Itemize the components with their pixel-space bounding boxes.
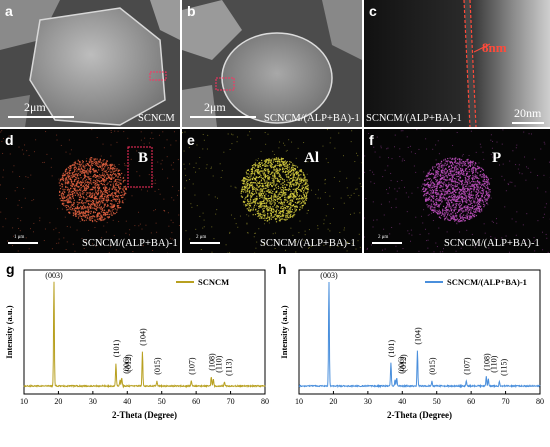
scale-bar-label: 1 μm (14, 235, 24, 240)
sample-caption: SCNCM/(ALP+BA)-1 (366, 114, 462, 125)
scale-bar-label: 2μm (24, 101, 46, 113)
panel-c-tem-image: c 8nm SCNCM/(ALP+BA)-1 20nm (364, 0, 550, 127)
peak-label: (012) (124, 354, 133, 372)
peak-label: (107) (462, 357, 471, 375)
panel-e-eds-map: e Al 2 μm SCNCM/(ALP+BA)-1 (182, 129, 362, 253)
panel-f-eds-map: f P 2 μm SCNCM/(ALP+BA)-1 (364, 129, 550, 253)
eds-signal-dots (364, 129, 550, 253)
peak-label: (113) (224, 358, 233, 375)
peak-label: (015) (428, 357, 437, 375)
peak-label: (003) (45, 271, 63, 280)
panel-letter: c (369, 4, 377, 18)
peak-label: (110) (214, 355, 223, 372)
peak-label: (104) (138, 328, 147, 346)
x-tick-label: 70 (227, 397, 235, 406)
panel-letter: d (5, 133, 14, 147)
panel-letter: b (187, 4, 196, 18)
peak-label: (101) (112, 339, 121, 357)
x-tick-label: 70 (502, 397, 510, 406)
x-tick-label: 10 (20, 397, 28, 406)
legend-label: SCNCM (198, 277, 229, 287)
element-label: Al (304, 151, 319, 166)
x-tick-label: 50 (433, 397, 441, 406)
xrd-pattern-plot: (003)(101)(006)(012)(104)(015)(107)(108)… (0, 256, 275, 442)
element-label: B (138, 151, 148, 166)
sample-caption: SCNCM/(ALP+BA)-1 (82, 239, 178, 250)
x-tick-label: 60 (467, 397, 475, 406)
panel-letter: e (187, 133, 195, 147)
scale-bar (190, 116, 256, 118)
scale-bar-label: 20nm (514, 107, 541, 119)
panel-letter: f (369, 133, 374, 147)
scale-bar (372, 242, 402, 244)
panel-d-eds-map: d B 1 μm SCNCM/(ALP+BA)-1 (0, 129, 180, 253)
scale-bar (190, 242, 220, 244)
sample-caption: SCNCM/(ALP+BA)-1 (444, 239, 540, 250)
scale-bar-label: 2 μm (196, 235, 206, 240)
scale-bar-label: 2 μm (378, 235, 388, 240)
peak-label: (015) (153, 357, 162, 375)
x-tick-label: 50 (158, 397, 166, 406)
eds-element-map (182, 129, 362, 253)
xrd-pattern-plot: (003)(101)(006)(012)(104)(015)(107)(108)… (275, 256, 550, 442)
peak-label: (110) (489, 355, 498, 372)
sample-caption: SCNCM (138, 114, 175, 125)
peak-label: (012) (399, 354, 408, 372)
y-axis-label: Intensity (a.u.) (279, 305, 289, 358)
x-axis-label: 2-Theta (Degree) (387, 410, 452, 420)
legend-label: SCNCM/(ALP+BA)-1 (447, 277, 527, 287)
peak-label: (003) (320, 271, 338, 280)
sample-caption: SCNCM/(ALP+BA)-1 (264, 114, 360, 125)
xrd-chart-h: (003)(101)(006)(012)(104)(015)(107)(108)… (275, 256, 550, 442)
xrd-chart-g: (003)(101)(006)(012)(104)(015)(107)(108)… (0, 256, 275, 442)
panel-a-sem-image: a 2μm SCNCM (0, 0, 180, 127)
peak-label: (107) (187, 357, 196, 375)
eds-signal-dots (182, 129, 362, 253)
panel-letter: a (5, 4, 13, 18)
x-tick-label: 10 (295, 397, 303, 406)
x-tick-label: 80 (536, 397, 544, 406)
eds-signal-dots (0, 129, 180, 253)
scale-bar-label: 2μm (204, 101, 226, 113)
y-axis-label: Intensity (a.u.) (4, 305, 14, 358)
x-tick-label: 80 (261, 397, 269, 406)
eds-element-map (0, 129, 180, 253)
x-axis-label: 2-Theta (Degree) (112, 410, 177, 420)
eds-element-map (364, 129, 550, 253)
element-label: P (492, 151, 501, 166)
scale-bar (8, 116, 74, 118)
scale-bar (512, 122, 544, 124)
coating-thickness-annotation: 8nm (482, 40, 507, 56)
scale-bar (8, 242, 38, 244)
peak-label: (104) (413, 327, 422, 345)
peak-label: (115) (499, 358, 508, 375)
x-tick-label: 30 (89, 397, 97, 406)
x-tick-label: 30 (364, 397, 372, 406)
peak-label: (101) (387, 339, 396, 357)
x-tick-label: 40 (398, 397, 406, 406)
sample-caption: SCNCM/(ALP+BA)-1 (260, 239, 356, 250)
x-tick-label: 60 (192, 397, 200, 406)
x-tick-label: 40 (123, 397, 131, 406)
x-tick-label: 20 (54, 397, 62, 406)
panel-b-sem-image: b 2μm SCNCM/(ALP+BA)-1 (182, 0, 362, 127)
x-tick-label: 20 (329, 397, 337, 406)
